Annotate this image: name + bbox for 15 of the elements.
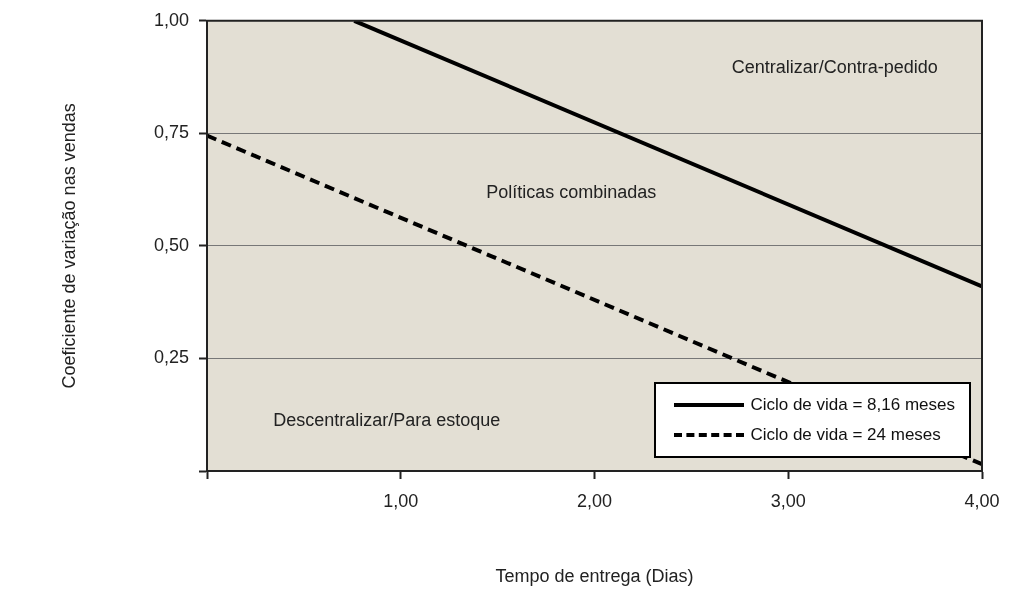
y-tick-label: 0,75 — [153, 122, 189, 143]
y-tick-label: 1,00 — [153, 9, 189, 30]
annotation: Políticas combinadas — [486, 182, 657, 203]
legend-label: Ciclo de vida = 8,16 meses — [750, 395, 955, 415]
annotation: Centralizar/Contra-pedido — [731, 57, 938, 78]
y-axis-title: Coeficiente de variação nas vendas — [58, 103, 79, 389]
x-axis-title: Tempo de entrega (Dias) — [495, 566, 694, 587]
x-tick-label: 1,00 — [383, 490, 419, 511]
x-tick-label: 4,00 — [964, 490, 1000, 511]
annotation: Descentralizar/Para estoque — [273, 410, 501, 431]
legend-label: Ciclo de vida = 24 meses — [750, 425, 941, 445]
y-tick-label: 0,50 — [153, 234, 189, 255]
x-tick-label: 3,00 — [770, 490, 806, 511]
y-tick-label: 0,25 — [153, 347, 189, 368]
x-tick-label: 2,00 — [576, 490, 613, 511]
